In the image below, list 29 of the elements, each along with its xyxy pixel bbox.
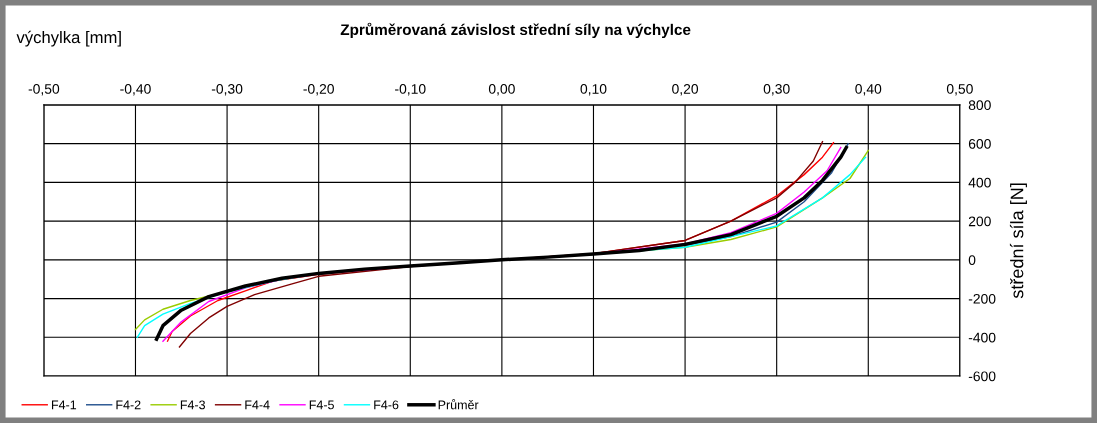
x-tick-label: 0,30 [763, 83, 790, 96]
y-tick-label: 0 [968, 255, 976, 266]
y-tick-label: -600 [968, 371, 996, 382]
x-tick-label: 0,40 [855, 83, 882, 96]
y-axis-title: střední síla [N] [1009, 183, 1027, 299]
y-tick-label: 400 [968, 177, 991, 188]
x-tick-label: -0,50 [28, 83, 60, 96]
y-tick-label: 600 [968, 138, 991, 149]
legend-label: F4-3 [180, 400, 206, 410]
y-tick-label: 200 [968, 216, 991, 227]
y-tick-label: -400 [968, 332, 996, 343]
x-tick-label: -0,40 [120, 83, 151, 96]
legend-label: F4-4 [245, 400, 270, 410]
x-axis-title: výchylka [mm] [16, 30, 121, 47]
x-tick-label: -0,30 [211, 83, 243, 96]
x-tick-label: 0,00 [488, 83, 515, 96]
x-tick-label: 0,10 [580, 83, 607, 96]
x-tick-label: 0,50 [946, 83, 973, 96]
x-tick-label: -0,10 [395, 83, 426, 96]
legend-label: F4-6 [374, 400, 399, 410]
x-tick-label: -0,20 [303, 83, 334, 96]
legend-label: F4-2 [116, 400, 141, 410]
legend-label: F4-1 [52, 400, 77, 410]
legend-label: Průměr [438, 399, 479, 410]
y-tick-label: -200 [968, 293, 996, 304]
x-tick-label: 0,20 [672, 83, 699, 96]
y-tick-label: 800 [968, 100, 991, 111]
legend-label: F4-5 [309, 400, 334, 410]
chart-title: Zprůměrovaná závislost střední síly na výchylce [340, 22, 691, 39]
